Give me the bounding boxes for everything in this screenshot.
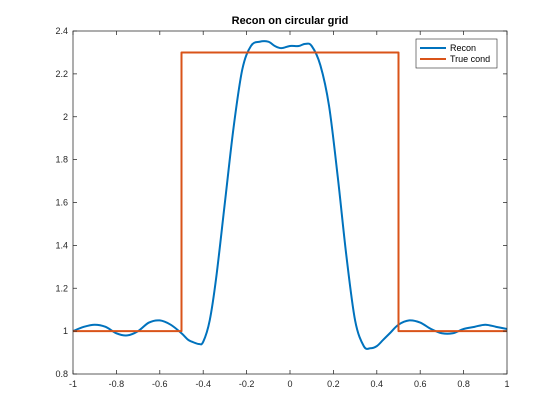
x-tick-label: 0.6	[414, 379, 427, 389]
x-tick-label: 0	[287, 379, 292, 389]
legend-label: Recon	[450, 43, 476, 53]
series-layer	[72, 40, 508, 350]
legend-box	[415, 38, 498, 69]
x-tick-label: -0.8	[109, 379, 125, 389]
y-tick-label: 1.2	[55, 283, 68, 293]
y-tick-label: 2	[63, 112, 68, 122]
y-tick-label: 1.6	[55, 198, 68, 208]
x-tick-label: 0.2	[327, 379, 340, 389]
x-tick-label: -0.4	[195, 379, 211, 389]
x-tick-label: 1	[504, 379, 509, 389]
y-tick-label: 0.8	[55, 369, 68, 379]
legend-label: True cond	[450, 54, 490, 64]
ticks-layer: -1 -0.8 -0.6 -0.4 -0.2 0 0.2 0.4 0.6 0.8 1 0.8 1 1.2 1…	[55, 26, 509, 389]
y-tick-label: 2.4	[55, 26, 68, 36]
x-tick-label: 0.4	[371, 379, 384, 389]
y-tick-label: 1	[63, 326, 68, 336]
y-tick-label: 1.8	[55, 155, 68, 165]
x-tick-label: 0.8	[457, 379, 470, 389]
plot-area	[73, 31, 507, 374]
series-line-recon	[72, 40, 508, 350]
x-tick-label: -0.2	[239, 379, 255, 389]
x-tick-label: -1	[69, 379, 77, 389]
x-tick-label: -0.6	[152, 379, 168, 389]
y-tick-label: 1.4	[55, 240, 68, 250]
chart-title: Recon on circular grid	[232, 15, 349, 27]
series-line-true-cond	[73, 51, 507, 333]
y-tick-label: 2.2	[55, 69, 68, 79]
